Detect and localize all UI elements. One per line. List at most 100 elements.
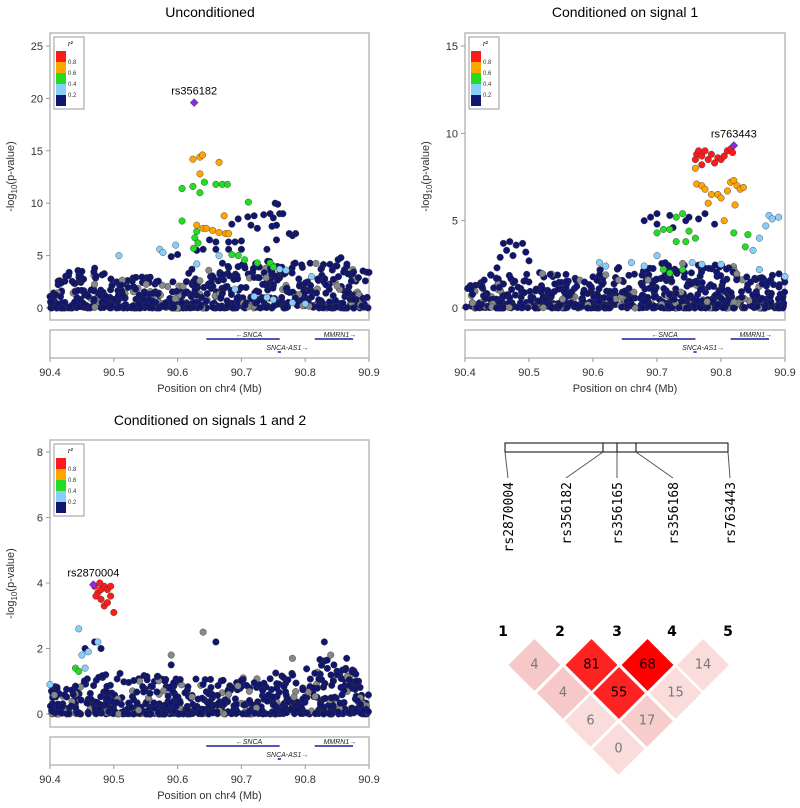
data-point: [638, 291, 646, 299]
data-point: [327, 694, 335, 702]
data-point: [259, 280, 267, 288]
data-point-green: [269, 263, 277, 271]
data-point: [245, 708, 253, 716]
data-point: [209, 303, 217, 311]
data-point: [469, 299, 477, 307]
x-tick-label: 90.9: [774, 367, 795, 379]
snp-name-label: rs356165: [611, 482, 626, 545]
y-tick-label: 25: [31, 41, 43, 53]
data-point: [259, 686, 267, 694]
data-point: [733, 270, 741, 278]
legend-swatch-red: [56, 458, 66, 469]
data-point: [80, 677, 88, 685]
data-point: [518, 302, 526, 310]
data-point-navy: [343, 654, 351, 662]
data-point: [538, 270, 546, 278]
data-point: [641, 298, 649, 306]
data-point: [587, 283, 595, 291]
y-tick-label: 6: [37, 513, 43, 525]
data-point: [205, 690, 213, 698]
data-point: [292, 679, 300, 687]
data-point: [153, 688, 161, 696]
data-point: [672, 290, 680, 298]
data-point: [718, 285, 726, 293]
data-point-orange: [215, 158, 223, 166]
gene-label: MMRN1→: [324, 332, 357, 339]
data-point: [149, 298, 157, 306]
x-tick-label: 90.4: [39, 774, 60, 786]
data-point: [343, 260, 351, 268]
data-point: [351, 685, 359, 693]
data-point-orange: [220, 212, 228, 220]
data-point: [172, 693, 180, 701]
data-point: [142, 700, 150, 708]
data-point-red: [701, 147, 709, 155]
data-point-lightblue: [627, 259, 635, 267]
data-point: [192, 675, 200, 683]
legend-label: 0.4: [68, 489, 77, 495]
data-point-orange: [739, 183, 747, 191]
data-point: [611, 287, 619, 295]
data-point-navy: [212, 238, 220, 246]
data-point: [154, 277, 162, 285]
y-tick-label: 2: [37, 644, 43, 656]
data-point-lightblue: [84, 648, 92, 656]
data-point-green: [679, 266, 687, 274]
data-point: [693, 296, 701, 304]
x-axis-label: Position on chr4 (Mb): [157, 383, 262, 395]
data-point: [618, 303, 626, 311]
data-point-navy: [519, 239, 527, 247]
legend-label: 0.8: [483, 60, 492, 66]
data-point: [237, 284, 245, 292]
legend-title: r²: [68, 448, 73, 455]
data-point: [231, 695, 239, 703]
data-point: [332, 262, 340, 270]
data-point: [336, 699, 344, 707]
data-point: [753, 303, 761, 311]
data-point-red: [720, 152, 728, 160]
data-point-red: [698, 161, 706, 169]
x-tick-label: 90.7: [231, 367, 252, 379]
legend-swatch-green: [56, 73, 66, 84]
data-point: [181, 689, 189, 697]
data-point-green: [194, 239, 202, 247]
data-point: [154, 709, 162, 717]
data-point: [606, 295, 614, 303]
data-point: [774, 303, 782, 311]
data-point: [140, 688, 148, 696]
legend-title: r²: [68, 41, 73, 48]
data-point-red: [707, 150, 715, 158]
data-point: [319, 304, 327, 312]
data-point-orange: [196, 170, 204, 178]
data-point: [532, 285, 540, 293]
snp-index-label: 2: [555, 624, 565, 640]
data-point-navy: [237, 237, 245, 245]
data-point-orange: [691, 164, 699, 172]
data-point-navy: [91, 264, 99, 272]
data-point-lightblue: [115, 252, 123, 260]
data-point-navy: [167, 253, 175, 261]
gene-track: [49, 329, 370, 359]
data-point: [233, 294, 241, 302]
snp-connector-line: [504, 451, 509, 479]
data-point: [562, 278, 570, 286]
y-tick-label: 15: [31, 146, 43, 158]
data-point: [493, 304, 501, 312]
data-point: [298, 261, 306, 269]
data-point: [766, 293, 774, 301]
legend-swatch-orange: [56, 469, 66, 480]
data-point: [250, 273, 258, 281]
data-point: [222, 283, 230, 291]
y-axis-label: -log10(p-value): [420, 141, 434, 212]
data-point: [91, 303, 99, 311]
data-point: [97, 693, 105, 701]
gene-label: SNCA-AS1→: [682, 345, 724, 352]
data-point-orange: [193, 221, 201, 229]
data-point: [54, 300, 62, 308]
data-point-navy: [701, 210, 709, 218]
data-point: [291, 259, 299, 267]
data-point: [315, 296, 323, 304]
lead-snp-marker: [89, 580, 98, 589]
data-point: [148, 683, 156, 691]
